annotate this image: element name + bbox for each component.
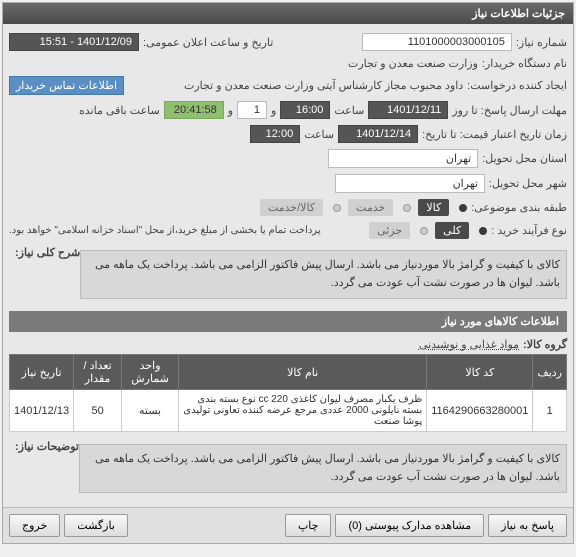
- remain-label: ساعت باقی مانده: [79, 104, 160, 117]
- contact-info-button[interactable]: اطلاعات تماس خریدار: [9, 76, 124, 95]
- buy-full[interactable]: کلی: [435, 222, 469, 239]
- city-label: شهر محل تحویل:: [489, 177, 567, 190]
- creator-label: ایجاد کننده درخواست:: [467, 79, 567, 92]
- row-buy-process: نوع فرآیند خرید : کلی جزئی پرداخت تمام ی…: [9, 219, 567, 242]
- row-deadline: مهلت ارسال پاسخ: تا روز 1401/12/11 ساعت …: [9, 98, 567, 122]
- group-value: مواد غذایی و نوشیدنی: [419, 338, 519, 351]
- city-value: تهران: [335, 174, 485, 193]
- radio-on-icon: [459, 204, 467, 212]
- validity-hour: 12:00: [250, 125, 300, 143]
- radio-off-icon: [420, 227, 428, 235]
- desc-label: شرح کلی نیاز:: [9, 246, 80, 259]
- row-group: گروه کالا: مواد غذایی و نوشیدنی: [9, 332, 567, 354]
- days-sep: و: [271, 104, 276, 117]
- category-label: طبقه بندی موضوعی:: [471, 201, 567, 214]
- cat-both[interactable]: کالا/خدمت: [260, 199, 323, 216]
- table-header-row: ردیف کد کالا نام کالا واحد شمارش تعداد /…: [10, 355, 567, 390]
- extra-desc-text: کالای با کیفیت و گرامژ بالا موردنیاز می …: [79, 444, 567, 493]
- deadline-hour: 16:00: [280, 101, 330, 119]
- radio-off-icon: [333, 204, 341, 212]
- remain-time: 20:41:58: [164, 101, 224, 119]
- desc-text: کالای با کیفیت و گرامژ بالا موردنیاز می …: [80, 250, 567, 299]
- cell-name: ظرف یکبار مصرف لیوان کاغذی 220 cc نوع بس…: [179, 390, 427, 432]
- col-qty: تعداد / مقدار: [74, 355, 122, 390]
- buy-process-label: نوع فرآیند خرید :: [491, 224, 567, 237]
- validity-label: زمان تاریخ اعتبار قیمت: تا تاریخ:: [422, 128, 567, 141]
- exit-button[interactable]: خروج: [9, 514, 60, 537]
- province-label: استان محل تحویل:: [482, 152, 567, 165]
- cell-unit: بسته: [122, 390, 179, 432]
- cat-service[interactable]: خدمت: [348, 199, 393, 216]
- row-city: شهر محل تحویل: تهران: [9, 171, 567, 196]
- col-code: کد کالا: [427, 355, 533, 390]
- need-number-label: شماره نیاز:: [516, 36, 567, 49]
- buyer-org-value: وزارت صنعت معدن و تجارت: [348, 57, 478, 70]
- row-category: طبقه بندی موضوعی: کالا خدمت کالا/خدمت: [9, 196, 567, 219]
- back-button[interactable]: بازگشت: [64, 514, 128, 537]
- group-label: گروه کالا:: [523, 338, 567, 351]
- table-row: 1 1164290663280001 ظرف یکبار مصرف لیوان …: [10, 390, 567, 432]
- footer-buttons: پاسخ به نیاز مشاهده مدارک پیوستی (0) چاپ…: [3, 507, 573, 543]
- radio-off-icon: [403, 204, 411, 212]
- row-province: استان محل تحویل: تهران: [9, 146, 567, 171]
- days-value: 1: [237, 101, 267, 119]
- cell-qty: 50: [74, 390, 122, 432]
- announce-label: تاریخ و ساعت اعلان عمومی:: [143, 36, 273, 49]
- province-value: تهران: [328, 149, 478, 168]
- goods-section-title: اطلاعات کالاهای مورد نیاز: [9, 311, 567, 332]
- col-row: ردیف: [533, 355, 567, 390]
- reply-button[interactable]: پاسخ به نیاز: [488, 514, 567, 537]
- cat-kala[interactable]: کالا: [418, 199, 449, 216]
- row-extra-desc: کالای با کیفیت و گرامژ بالا موردنیاز می …: [9, 436, 567, 501]
- validity-date: 1401/12/14: [338, 125, 418, 143]
- creator-value: داود محبوب مجاز کارشناس آیتی وزارت صنعت …: [184, 79, 463, 92]
- payment-note: پرداخت تمام یا بخشی از مبلغ خرید،از محل …: [9, 225, 321, 236]
- goods-table: ردیف کد کالا نام کالا واحد شمارش تعداد /…: [9, 354, 567, 432]
- announce-value: 1401/12/09 - 15:51: [9, 33, 139, 51]
- panel-title: جزئیات اطلاعات نیاز: [3, 3, 573, 24]
- extra-desc-label: توضیحات نیاز:: [9, 440, 79, 453]
- row-desc: کالای با کیفیت و گرامژ بالا موردنیاز می …: [9, 242, 567, 307]
- row-buyer-org: نام دستگاه خریدار: وزارت صنعت معدن و تجا…: [9, 54, 567, 73]
- main-panel: جزئیات اطلاعات نیاز شماره نیاز: 11010000…: [2, 2, 574, 544]
- buy-part[interactable]: جزئی: [369, 222, 410, 239]
- deadline-day-label: مهلت ارسال پاسخ: تا روز: [452, 104, 567, 117]
- row-need-number: شماره نیاز: 1101000003000105 تاریخ و ساع…: [9, 30, 567, 54]
- panel-body: شماره نیاز: 1101000003000105 تاریخ و ساع…: [3, 24, 573, 507]
- row-creator: ایجاد کننده درخواست: داود محبوب مجاز کار…: [9, 73, 567, 98]
- cell-date: 1401/12/13: [10, 390, 74, 432]
- validity-hour-label: ساعت: [304, 128, 334, 141]
- radio-on-icon: [479, 227, 487, 235]
- buyer-org-label: نام دستگاه خریدار:: [482, 57, 567, 70]
- attachments-button[interactable]: مشاهده مدارک پیوستی (0): [335, 514, 484, 537]
- cell-code: 1164290663280001: [427, 390, 533, 432]
- col-date: تاریخ نیاز: [10, 355, 74, 390]
- col-unit: واحد شمارش: [122, 355, 179, 390]
- deadline-hour-label: ساعت: [334, 104, 364, 117]
- cell-row: 1: [533, 390, 567, 432]
- need-number-value: 1101000003000105: [362, 33, 512, 51]
- row-validity: زمان تاریخ اعتبار قیمت: تا تاریخ: 1401/1…: [9, 122, 567, 146]
- print-button[interactable]: چاپ: [285, 514, 332, 537]
- deadline-date: 1401/12/11: [368, 101, 448, 119]
- col-name: نام کالا: [179, 355, 427, 390]
- days-and: و: [228, 104, 233, 117]
